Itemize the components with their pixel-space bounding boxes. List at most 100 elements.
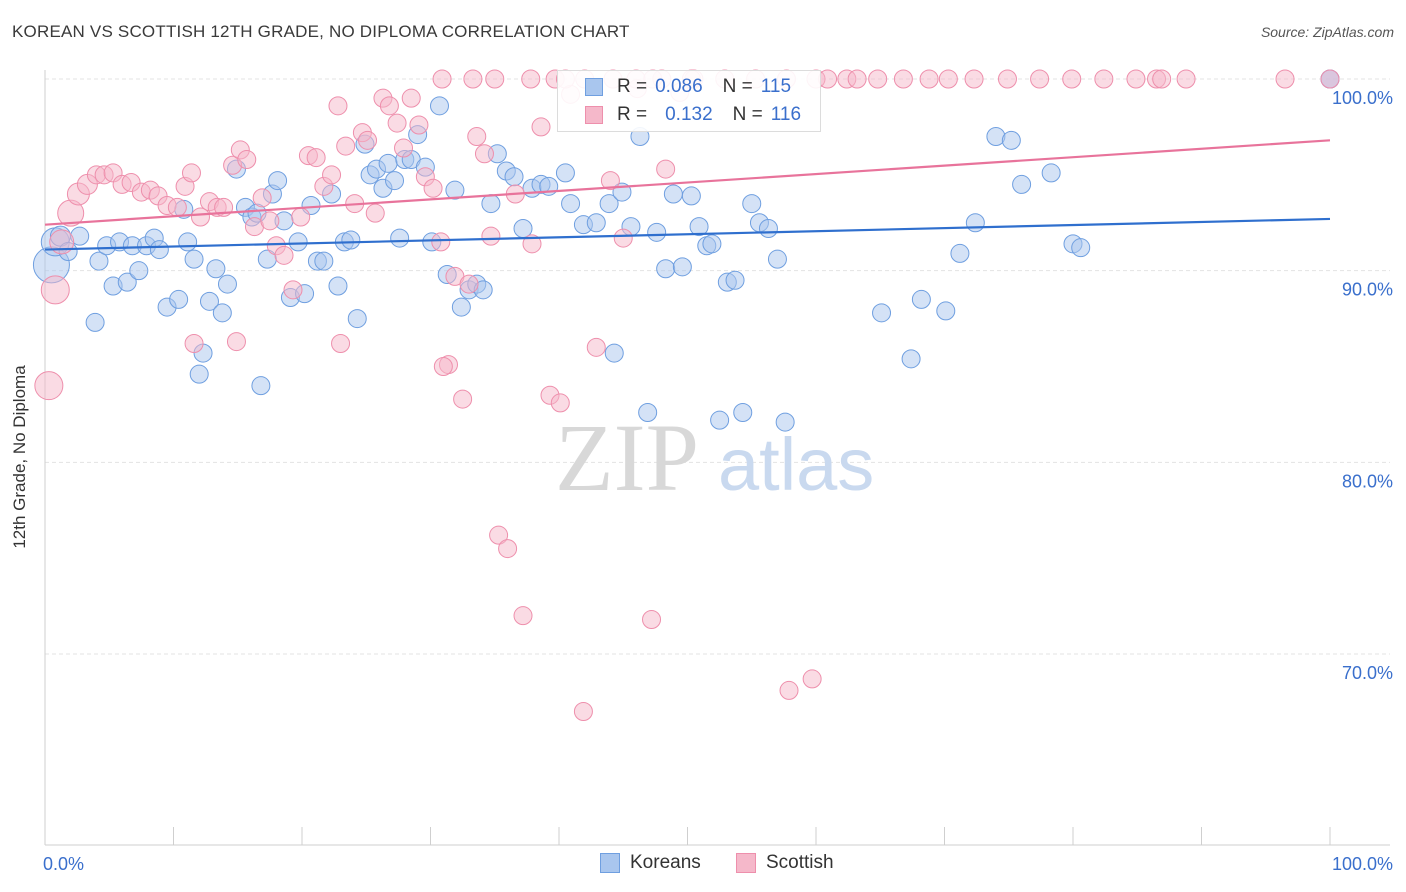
scottish-point bbox=[531, 117, 551, 137]
legend-row-scottish: R = 0.132 N = 116 bbox=[558, 101, 801, 129]
y-tick-label: 100.0% bbox=[1332, 88, 1393, 108]
korean-point bbox=[733, 403, 753, 422]
scottish-point bbox=[459, 274, 479, 294]
scottish-point bbox=[1126, 69, 1146, 89]
korean-point bbox=[268, 171, 288, 191]
watermark: ZIP atlas bbox=[555, 404, 874, 511]
scottish-point bbox=[260, 211, 280, 231]
legend-r-label: R = bbox=[617, 76, 648, 97]
scottish-point bbox=[1094, 69, 1114, 89]
korean-point bbox=[206, 259, 226, 279]
korean-point bbox=[672, 257, 692, 277]
scottish-point bbox=[1030, 69, 1050, 89]
scottish-point bbox=[919, 69, 939, 89]
scottish-point bbox=[467, 127, 487, 146]
scottish-point bbox=[463, 69, 483, 89]
grid-lines bbox=[45, 78, 1390, 655]
scottish-point bbox=[847, 69, 867, 89]
y-axis-label: 12th Grade, No Diploma bbox=[10, 365, 29, 549]
scottish-point bbox=[181, 163, 201, 183]
y-tick-label: 90.0% bbox=[1342, 280, 1393, 300]
korean-point bbox=[647, 222, 667, 242]
scottish-point bbox=[642, 610, 662, 629]
x-tick-label: 100.0% bbox=[1332, 854, 1393, 874]
korean-point bbox=[725, 270, 745, 290]
scottish-point bbox=[306, 148, 326, 168]
scottish-points bbox=[34, 69, 1340, 721]
scottish-point bbox=[283, 280, 303, 300]
scottish-point bbox=[328, 96, 348, 116]
scottish-point bbox=[779, 680, 799, 700]
legend-n-value: 116 bbox=[770, 104, 802, 125]
scottish-point bbox=[513, 606, 533, 626]
korean-point bbox=[451, 297, 471, 317]
korean-point bbox=[1012, 174, 1032, 194]
scottish-point bbox=[365, 203, 385, 223]
legend-n-label: N = bbox=[732, 104, 763, 125]
x-tick-label: 0.0% bbox=[43, 854, 84, 874]
scottish-point bbox=[431, 232, 451, 252]
korean-point bbox=[936, 301, 956, 321]
scottish-point bbox=[49, 229, 75, 255]
scottish-point bbox=[1062, 69, 1082, 89]
scottish-point bbox=[409, 115, 429, 135]
korean-points bbox=[32, 69, 1340, 432]
y-tick-label: 70.0% bbox=[1342, 663, 1393, 683]
korean-point bbox=[599, 194, 619, 214]
legend-item-koreans[interactable]: Koreans bbox=[600, 852, 701, 874]
scottish-point bbox=[485, 69, 505, 89]
scottish-point bbox=[331, 334, 351, 353]
scottish-point bbox=[433, 357, 453, 376]
legend-swatch-scottish bbox=[585, 106, 603, 124]
scottish-point bbox=[489, 525, 509, 545]
scottish-point bbox=[600, 171, 620, 191]
chart-title: KOREAN VS SCOTTISH 12TH GRADE, NO DIPLOM… bbox=[12, 22, 630, 41]
korean-point bbox=[950, 243, 970, 263]
korean-point bbox=[378, 153, 398, 173]
korean-point bbox=[586, 213, 606, 233]
scottish-point bbox=[613, 228, 633, 248]
legend-swatch-koreans bbox=[600, 853, 620, 873]
scottish-point bbox=[423, 178, 443, 198]
scottish-point bbox=[453, 389, 473, 409]
korean-point bbox=[117, 272, 137, 292]
scottish-point bbox=[394, 138, 414, 158]
korean-point bbox=[901, 349, 921, 369]
korean-point bbox=[775, 412, 795, 432]
series-legend: Koreans Scottish bbox=[0, 852, 1406, 878]
korean-point bbox=[638, 403, 658, 422]
scottish-point bbox=[1320, 69, 1340, 89]
korean-point bbox=[872, 303, 892, 323]
korean-trend-line bbox=[44, 217, 1331, 251]
scottish-point bbox=[432, 69, 452, 89]
scottish-point bbox=[226, 332, 246, 352]
korean-point bbox=[604, 343, 624, 363]
korean-point bbox=[149, 240, 169, 260]
korean-point bbox=[85, 312, 105, 332]
korean-point bbox=[217, 274, 237, 294]
korean-point bbox=[481, 194, 501, 214]
scottish-point bbox=[336, 136, 356, 156]
scottish-point bbox=[1275, 69, 1295, 89]
scottish-point bbox=[401, 88, 421, 108]
scottish-point bbox=[586, 337, 606, 357]
korean-point bbox=[347, 309, 367, 329]
scottish-point bbox=[40, 275, 70, 305]
legend-item-scottish[interactable]: Scottish bbox=[736, 852, 834, 874]
legend-n-label: N = bbox=[722, 76, 753, 97]
korean-point bbox=[212, 303, 232, 323]
legend-row-koreans: R = 0.086 N = 115 bbox=[558, 73, 791, 101]
axes bbox=[44, 70, 1390, 846]
scottish-point bbox=[818, 69, 838, 89]
scottish-point bbox=[522, 234, 542, 254]
korean-point bbox=[663, 184, 683, 204]
korean-point bbox=[689, 217, 709, 237]
watermark-atlas: atlas bbox=[718, 423, 874, 506]
scottish-point bbox=[550, 393, 570, 413]
korean-point bbox=[504, 167, 524, 187]
source-credit: Source: ZipAtlas.com bbox=[1260, 24, 1394, 40]
korean-point bbox=[341, 230, 361, 250]
scottish-point bbox=[387, 113, 407, 133]
scottish-point bbox=[167, 197, 187, 217]
korean-point bbox=[1041, 163, 1061, 183]
